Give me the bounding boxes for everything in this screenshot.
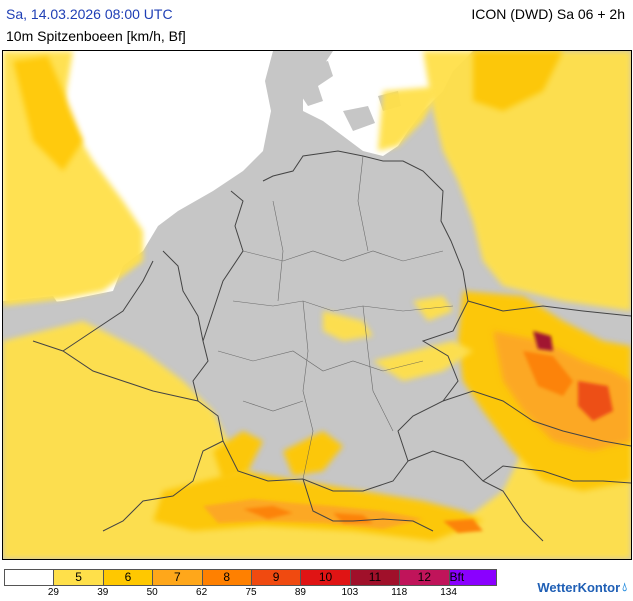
legend-tick: 62 — [196, 587, 208, 598]
legend-swatch: 6 — [103, 569, 154, 586]
legend-tick: 39 — [97, 587, 109, 598]
state-borders — [217, 155, 454, 480]
legend-swatch: 5 — [54, 569, 104, 586]
legend-tick: 29 — [47, 587, 59, 598]
legend-swatch: 8 — [202, 569, 252, 586]
brand-name: WetterKontor — [537, 580, 621, 595]
parameter-label: 10m Spitzenboeen [km/h, Bf] — [6, 28, 186, 44]
forecast-datetime: Sa, 14.03.2026 08:00 UTC — [6, 6, 173, 22]
legend-swatch: Bft — [449, 569, 498, 586]
uk-coast — [3, 296, 63, 341]
model-run-label: ICON (DWD) Sa 06 + 2h — [471, 6, 625, 22]
gust-map[interactable] — [2, 50, 632, 560]
legend-swatch — [4, 569, 55, 586]
legend-ticks: 29 39 50 62 75 89 103 118 134 — [0, 587, 520, 601]
map-svg — [3, 51, 631, 559]
legend-tick: 89 — [294, 587, 306, 598]
gust-shading — [3, 51, 631, 559]
legend-tick: 75 — [245, 587, 257, 598]
legend-swatch: 9 — [251, 569, 302, 586]
raindrop-icon: 💧︎ — [622, 580, 627, 594]
legend-bar: 5 6 7 8 9 10 11 12 Bft — [4, 569, 498, 586]
legend-tick: 103 — [341, 587, 359, 598]
legend-tick: 134 — [440, 587, 457, 598]
denmark-islands — [298, 61, 401, 131]
legend-swatch: 11 — [350, 569, 401, 586]
header-left: Sa, 14.03.2026 08:00 UTC 10m Spitzenboee… — [6, 6, 186, 45]
legend-tick: 50 — [146, 587, 158, 598]
legend-swatch: 7 — [153, 569, 203, 586]
legend-swatch: 12 — [400, 569, 450, 586]
country-borders — [32, 150, 631, 542]
brand-logo: WetterKontor 💧︎ — [537, 580, 627, 595]
legend-tick: 118 — [391, 587, 408, 598]
legend-swatch: 10 — [301, 569, 351, 586]
